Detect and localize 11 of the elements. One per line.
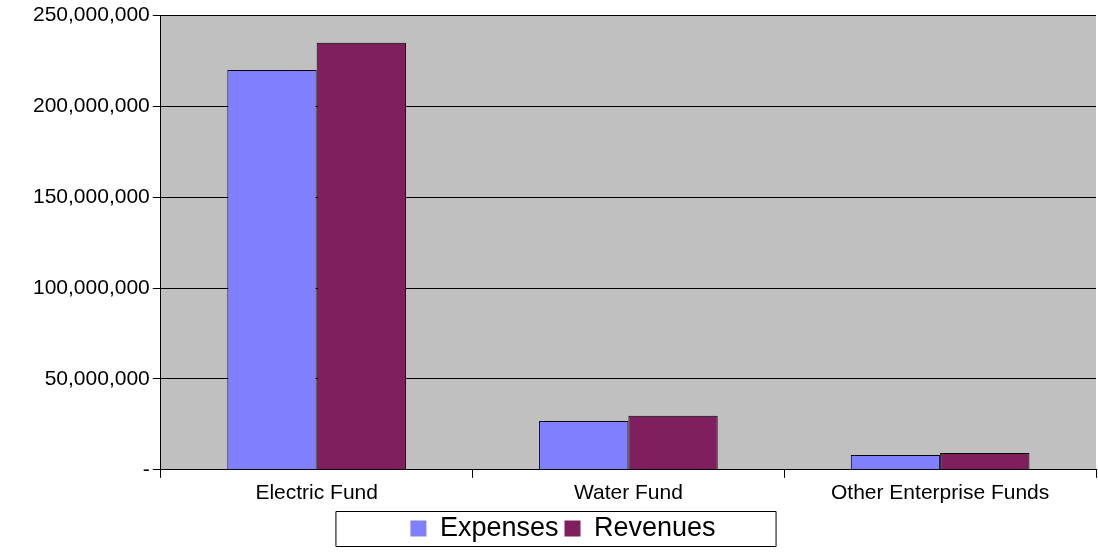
x-tick-label: Other Enterprise Funds — [831, 480, 1050, 504]
legend-label: Revenues — [594, 511, 716, 542]
y-tick-label: 150,000,000 — [32, 184, 150, 208]
y-tick-label: 250,000,000 — [32, 2, 150, 26]
y-tick-label: - — [142, 456, 150, 480]
legend-label: Expenses — [439, 511, 559, 542]
x-tick-label: Electric Fund — [255, 480, 378, 504]
y-tick-label: 100,000,000 — [32, 274, 150, 298]
y-tick-label: 200,000,000 — [32, 93, 150, 117]
y-tick-label: 50,000,000 — [44, 365, 150, 389]
x-tick-label: Water Fund — [573, 480, 683, 504]
